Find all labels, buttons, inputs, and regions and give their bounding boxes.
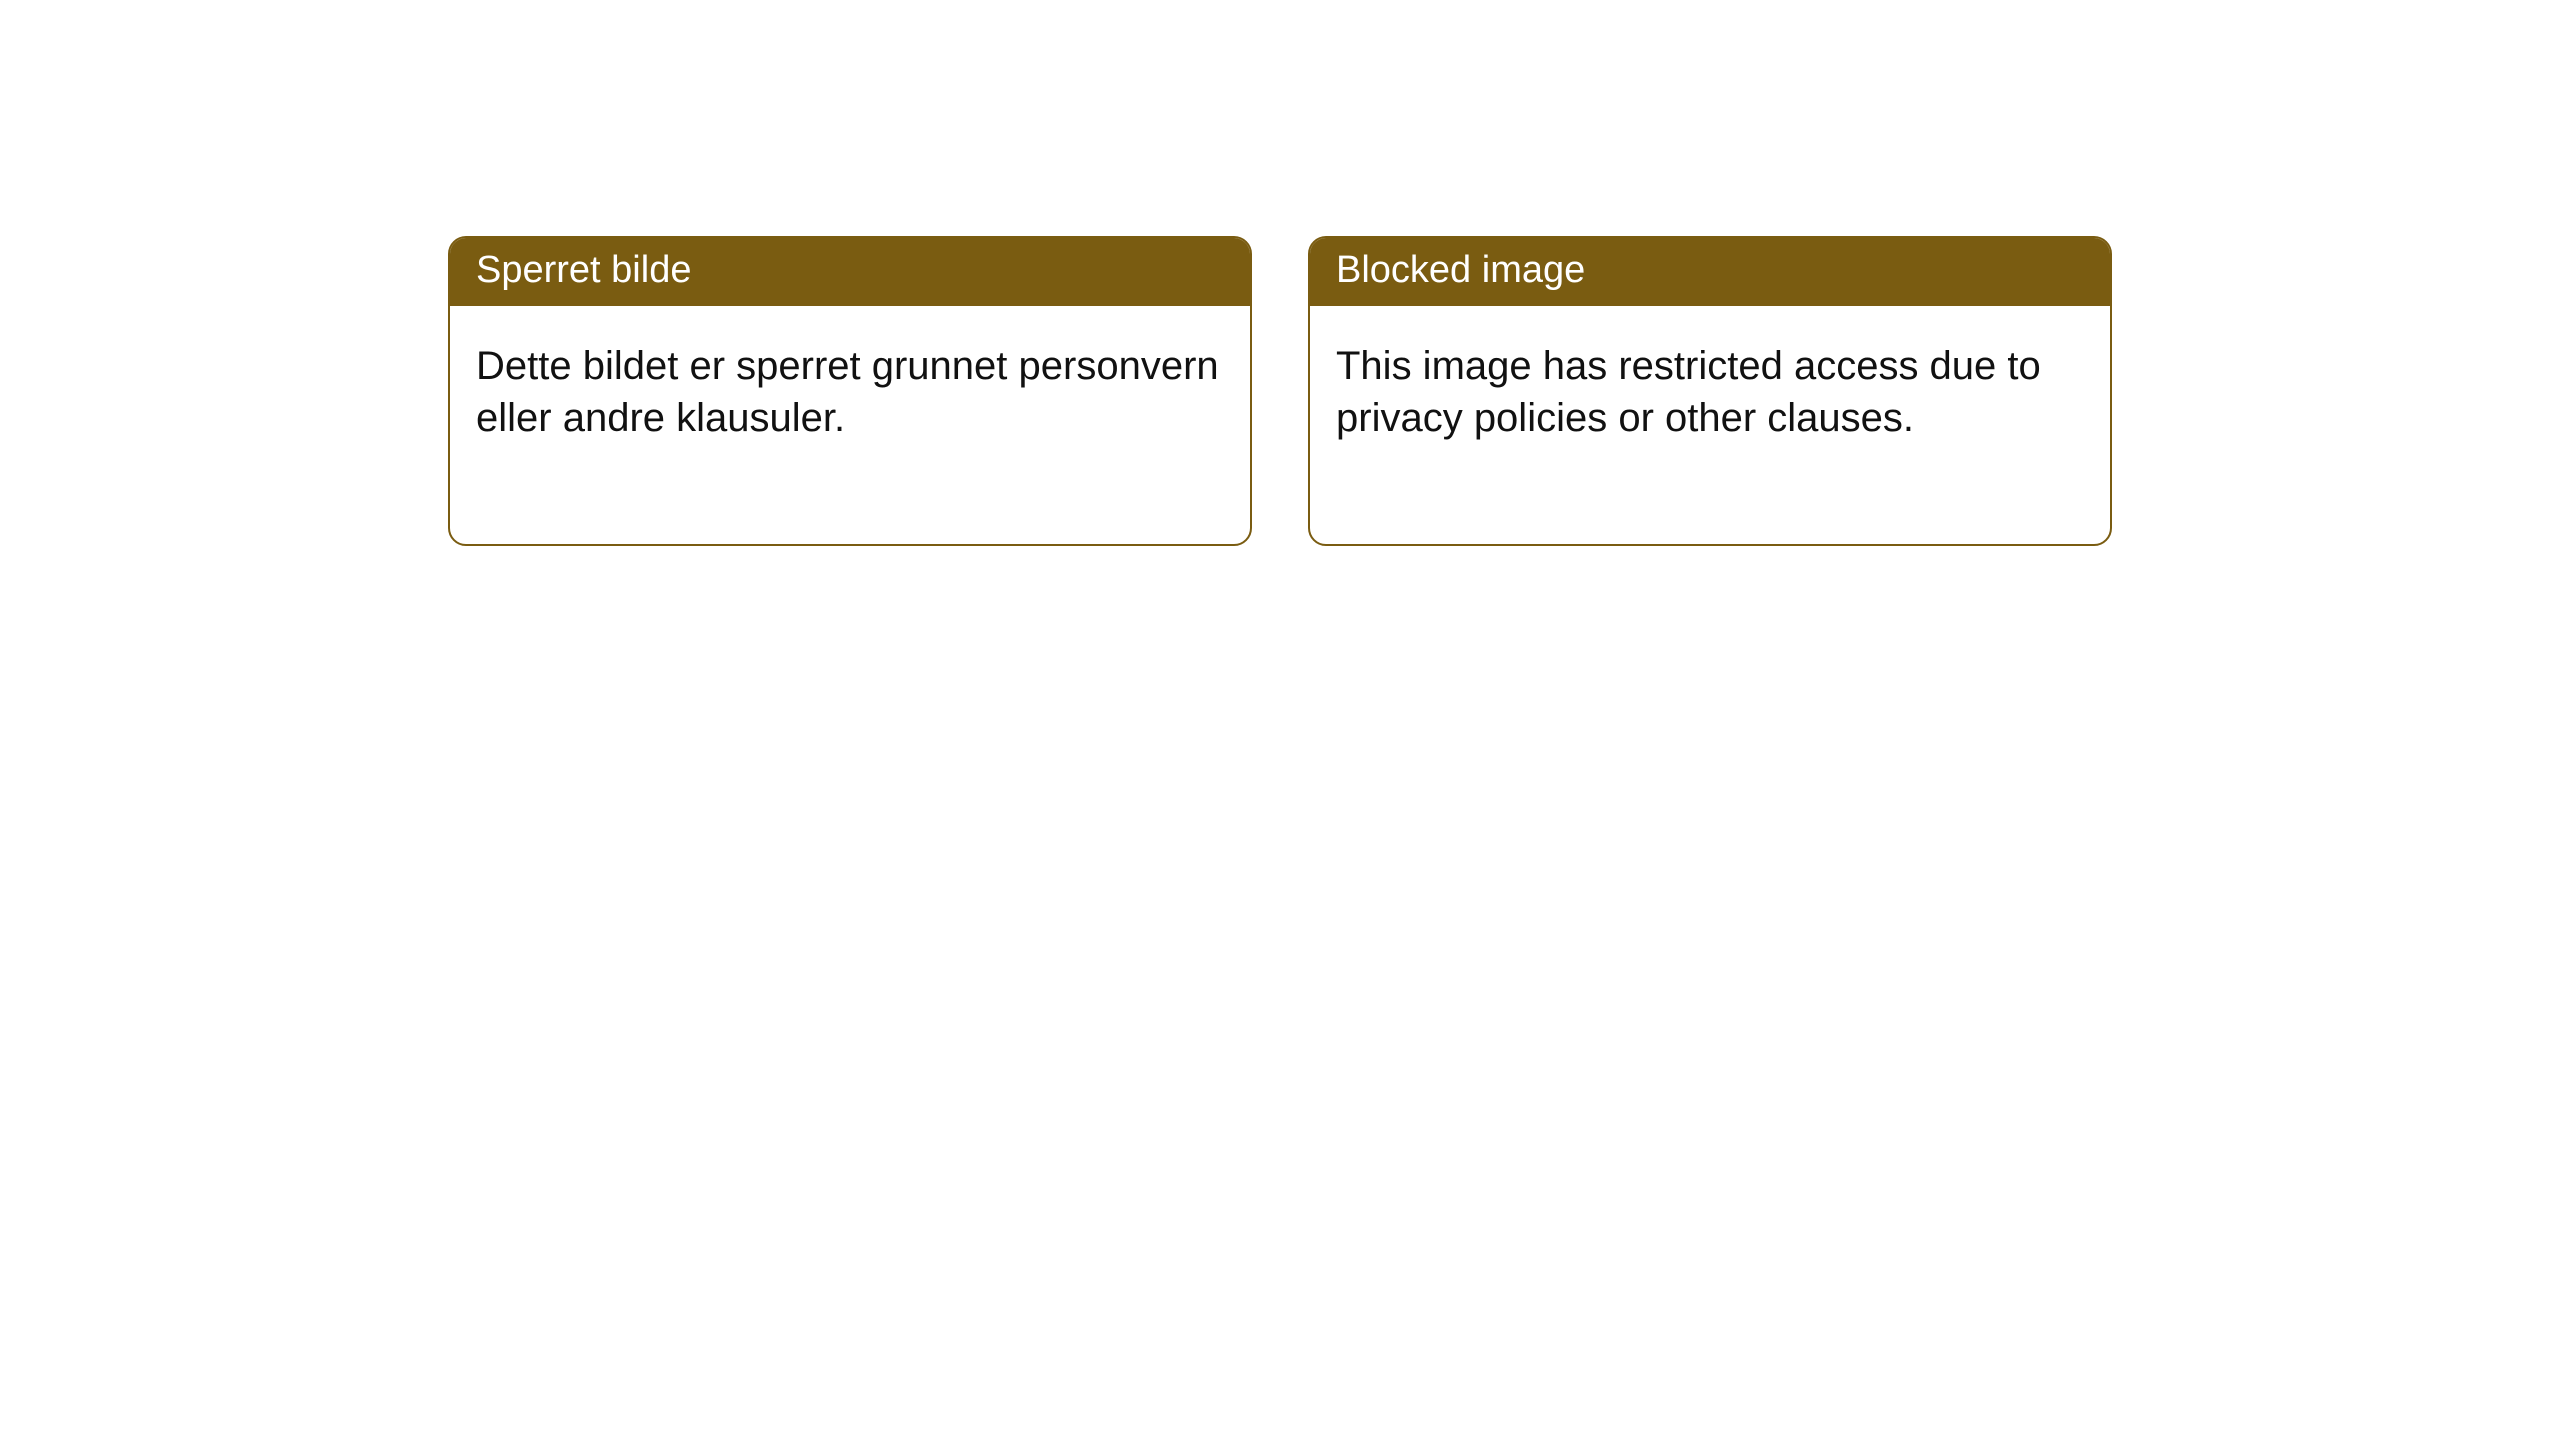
blocked-image-card-english: Blocked image This image has restricted …	[1308, 236, 2112, 546]
blocked-image-card-norwegian: Sperret bilde Dette bildet er sperret gr…	[448, 236, 1252, 546]
card-body-english: This image has restricted access due to …	[1310, 306, 2110, 544]
notice-container: Sperret bilde Dette bildet er sperret gr…	[448, 236, 2112, 546]
card-title-norwegian: Sperret bilde	[450, 238, 1250, 306]
card-body-norwegian: Dette bildet er sperret grunnet personve…	[450, 306, 1250, 544]
card-title-english: Blocked image	[1310, 238, 2110, 306]
